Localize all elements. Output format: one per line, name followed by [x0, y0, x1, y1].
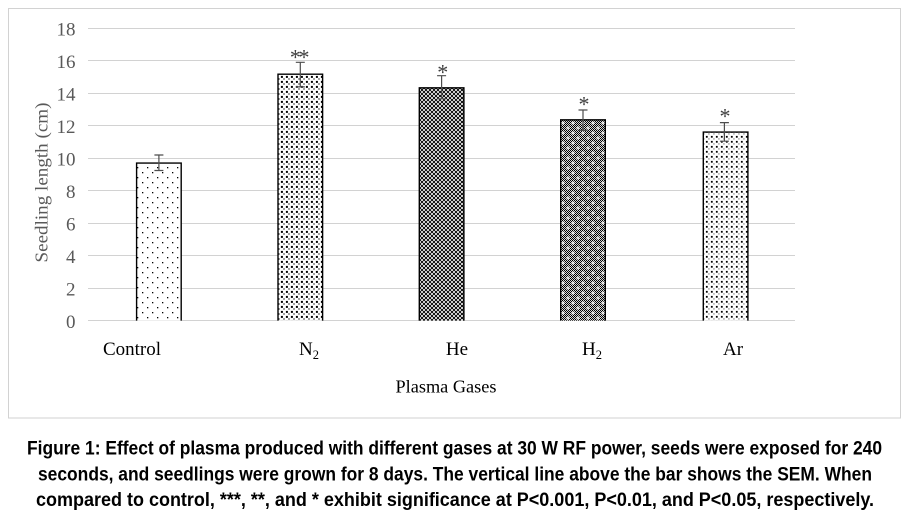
svg-text:*: *: [299, 45, 310, 70]
svg-text:*: *: [290, 45, 301, 70]
svg-text:8: 8: [66, 182, 76, 203]
svg-text:10: 10: [57, 149, 76, 170]
svg-text:seconds, and seedlings were gr: seconds, and seedlings were grown for 8 …: [38, 464, 872, 485]
svg-text:*: *: [437, 59, 448, 84]
svg-text:compared to control, ***, **,: compared to control, ***, **, and * exhi…: [36, 490, 874, 511]
svg-text:18: 18: [57, 19, 76, 40]
svg-text:He: He: [446, 339, 468, 360]
svg-text:Plasma Gases: Plasma Gases: [396, 376, 497, 396]
svg-text:4: 4: [66, 247, 76, 268]
svg-text:*: *: [720, 104, 731, 129]
svg-text:*: *: [579, 92, 590, 117]
svg-text:12: 12: [57, 117, 76, 138]
svg-text:6: 6: [66, 214, 76, 235]
svg-text:Seedling length (cm): Seedling length (cm): [32, 102, 52, 262]
svg-text:0: 0: [66, 312, 76, 333]
svg-text:2: 2: [66, 279, 76, 300]
svg-text:Figure 1: Effect of plasma pro: Figure 1: Effect of plasma produced with…: [27, 439, 882, 460]
svg-text:16: 16: [57, 52, 76, 73]
svg-text:Control: Control: [103, 339, 161, 360]
svg-text:Ar: Ar: [723, 339, 744, 360]
svg-text:14: 14: [57, 84, 77, 105]
